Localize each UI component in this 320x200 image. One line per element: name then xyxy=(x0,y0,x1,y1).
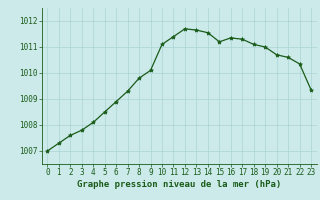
X-axis label: Graphe pression niveau de la mer (hPa): Graphe pression niveau de la mer (hPa) xyxy=(77,180,281,189)
